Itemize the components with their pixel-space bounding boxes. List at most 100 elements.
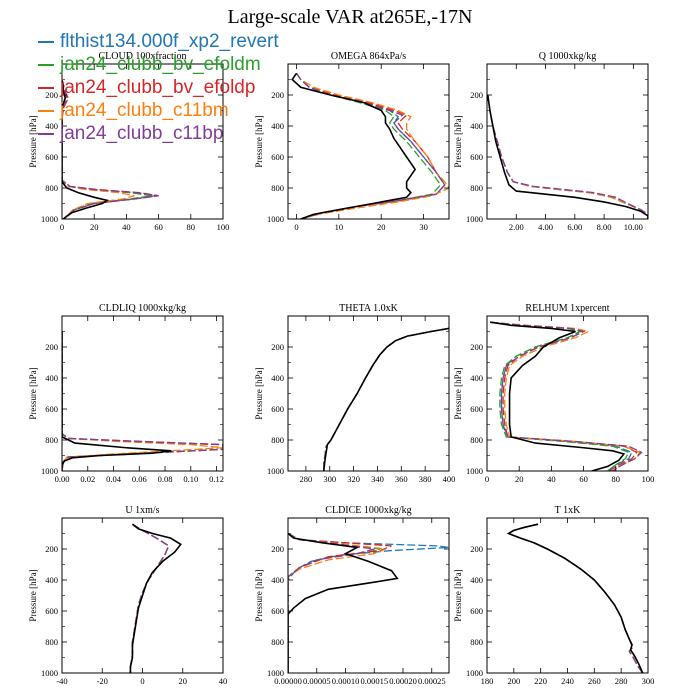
series-line: [506, 523, 644, 673]
series-line: [129, 523, 170, 673]
y-tick-label: 600: [45, 152, 58, 162]
x-tick-label: 2.00: [509, 222, 524, 232]
y-axis-label: Pressure [hPa]: [453, 569, 463, 621]
x-tick-label: 40: [547, 474, 556, 484]
y-axis-label: Pressure [hPa]: [254, 367, 264, 419]
y-axis-label: Pressure [hPa]: [453, 367, 463, 419]
x-tick-label: 60: [579, 474, 588, 484]
y-tick-label: 400: [45, 575, 58, 585]
y-axis-label: Pressure [hPa]: [28, 569, 38, 621]
y-tick-label: 600: [271, 606, 284, 616]
chart-panel: 200 400 600 800 1000-40 -20 0 20 40 U 1xm/s Pressu…: [28, 505, 227, 686]
y-tick-label: 800: [45, 637, 58, 647]
x-tick-label: 60: [154, 222, 163, 232]
x-tick-label: 300: [642, 676, 655, 686]
x-tick-label: 0.02: [80, 474, 95, 484]
series-line: [487, 94, 648, 219]
y-tick-label: 600: [470, 606, 483, 616]
legend-swatch: [38, 40, 54, 43]
series-line: [490, 321, 626, 471]
x-tick-label: 0.00010: [332, 676, 360, 686]
x-tick-label: -40: [56, 676, 67, 686]
chart-panel: 200 400 600 800 1000 2.00 4.00 6.00 8.00 10.00 Q 1…: [453, 51, 649, 232]
panel-title: THETA 1.0xK: [339, 303, 398, 314]
x-tick-label: 180: [481, 676, 494, 686]
series-line: [487, 94, 648, 219]
y-tick-label: 200: [470, 342, 483, 352]
series-group: [288, 532, 449, 673]
x-tick-label: 0.00: [55, 474, 70, 484]
y-tick-label: 600: [271, 404, 284, 414]
y-tick-label: 1000: [41, 668, 58, 678]
y-tick-label: 800: [45, 435, 58, 445]
series-line: [129, 523, 170, 673]
series-line: [129, 523, 170, 673]
y-tick-label: 1000: [267, 214, 284, 224]
y-tick-label: 200: [45, 544, 58, 554]
x-tick-label: 30: [419, 222, 428, 232]
series-line: [506, 523, 644, 673]
x-tick-label: 10: [335, 222, 344, 232]
y-tick-label: 200: [45, 90, 58, 100]
y-tick-label: 600: [470, 152, 483, 162]
x-tick-label: 0.00020: [389, 676, 417, 686]
panel-title: RELHUM 1xpercent: [525, 303, 609, 314]
series-group: [487, 94, 648, 219]
x-tick-label: 220: [534, 676, 547, 686]
legend-swatch: [38, 63, 54, 66]
series-line: [487, 94, 648, 219]
series-group: [490, 321, 643, 471]
y-tick-label: 1000: [267, 668, 284, 678]
y-tick-label: 800: [45, 183, 58, 193]
y-axis-label: Pressure [hPa]: [28, 115, 38, 167]
series-line: [295, 72, 449, 219]
x-tick-label: 0.00025: [418, 676, 446, 686]
y-tick-label: 200: [45, 342, 58, 352]
legend-label: jan24_clubb_c11bm: [60, 99, 229, 121]
y-tick-label: 200: [271, 90, 284, 100]
legend-item: flthist134.000f_xp2_revert: [38, 30, 279, 53]
y-tick-label: 800: [470, 435, 483, 445]
y-tick-label: 1000: [466, 466, 483, 476]
plot-frame: [287, 315, 450, 472]
x-tick-label: 10.00: [624, 222, 643, 232]
legend-swatch: [38, 86, 54, 89]
legend: flthist134.000f_xp2_revert jan24_clubb_b…: [38, 30, 279, 145]
plot-frame: [486, 517, 649, 674]
x-tick-label: 380: [419, 474, 432, 484]
x-tick-label: 280: [615, 676, 628, 686]
legend-label: flthist134.000f_xp2_revert: [60, 30, 279, 52]
series-line: [506, 523, 644, 673]
series-line: [490, 321, 638, 471]
y-tick-label: 800: [271, 637, 284, 647]
series-group: [62, 79, 159, 219]
x-tick-label: 6.00: [567, 222, 582, 232]
y-tick-label: 200: [271, 342, 284, 352]
panel-title: T 1xK: [555, 505, 581, 516]
x-tick-label: 20: [515, 474, 524, 484]
series-line: [487, 94, 648, 219]
x-tick-label: 100: [217, 222, 230, 232]
y-tick-label: 400: [271, 575, 284, 585]
series-line: [129, 523, 170, 673]
series-line: [288, 532, 375, 673]
series-line: [506, 523, 644, 673]
panel-title: CLDICE 1000xkg/kg: [325, 505, 411, 516]
x-tick-label: 20: [377, 222, 386, 232]
x-tick-label: 20: [90, 222, 99, 232]
y-tick-label: 400: [45, 121, 58, 131]
x-tick-label: 200: [507, 676, 520, 686]
x-tick-label: -20: [97, 676, 108, 686]
y-tick-label: 800: [470, 183, 483, 193]
x-tick-label: 0: [294, 222, 298, 232]
series-line: [487, 94, 648, 219]
figure-title: Large-scale VAR at265E,-17N: [227, 6, 473, 28]
legend-label: jan24_clubb_c11bp: [60, 122, 224, 144]
x-tick-label: 0: [485, 474, 489, 484]
series-group: [506, 523, 644, 673]
y-tick-label: 600: [45, 404, 58, 414]
plot-frame: [61, 315, 224, 472]
